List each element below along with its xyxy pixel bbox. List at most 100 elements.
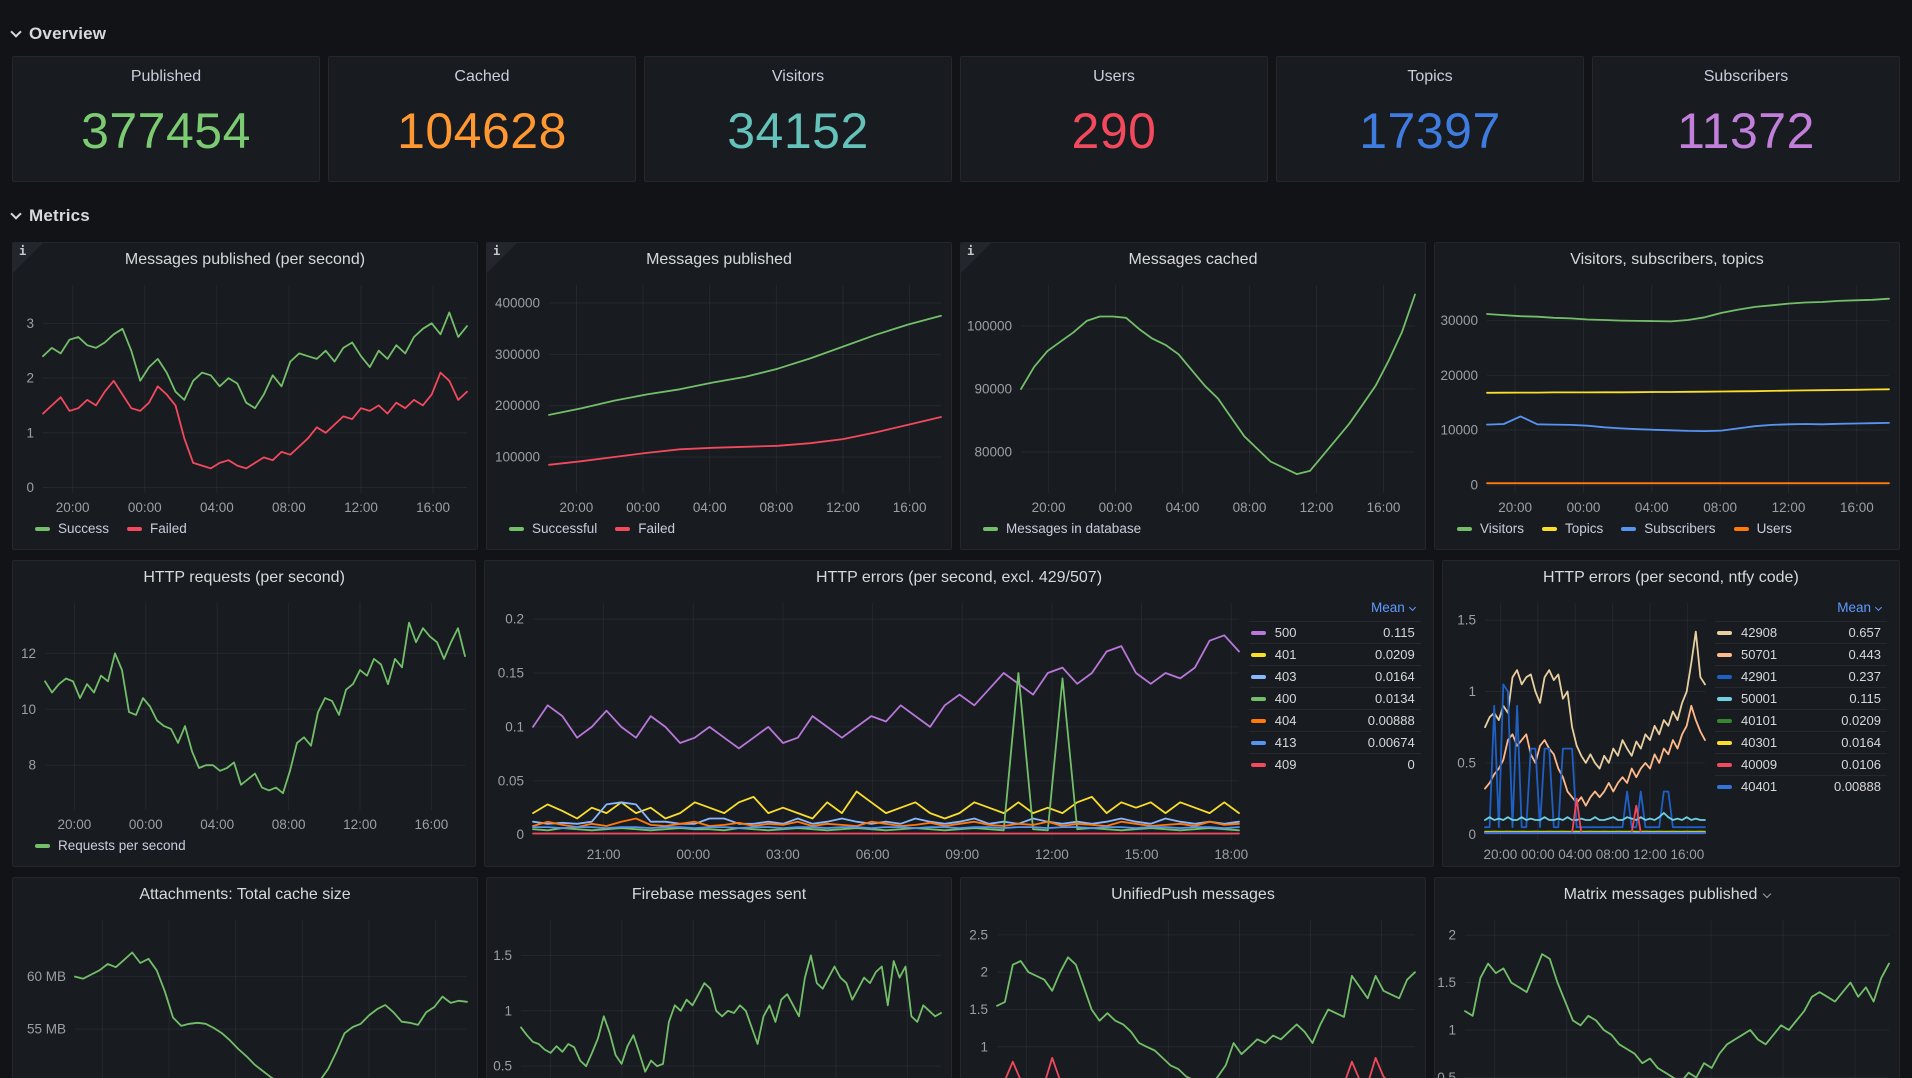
panel-title[interactable]: Attachments: Total cache size (13, 878, 477, 912)
panel-title[interactable]: Messages published (per second) (13, 243, 477, 277)
panel-title[interactable]: HTTP errors (per second, ntfy code) (1443, 561, 1899, 595)
legend-swatch (35, 843, 50, 848)
legend-series-name: 500 (1274, 625, 1297, 640)
chart-http-errors-excl[interactable]: 21:00 00:00 03:00 06:00 09:00 12:00 15:00 18:00… (493, 595, 1249, 866)
legend-series-name: 413 (1274, 735, 1297, 750)
panel-title[interactable]: Visitors, subscribers, topics (1435, 243, 1899, 277)
panel-info-icon[interactable]: i (487, 243, 517, 273)
legend-row-42901[interactable]: 42901 0.237 (1714, 665, 1887, 687)
legend-item-topics[interactable]: Topics (1542, 521, 1603, 536)
legend-series-name: 403 (1274, 669, 1297, 684)
panel-title[interactable]: HTTP errors (per second, excl. 429/507) (485, 561, 1433, 595)
legend-series-name: 42908 (1740, 625, 1778, 640)
chart-firebase-messages-sent[interactable]: 0.5 1 1.5 (487, 912, 951, 1078)
metrics-row-1: i Messages published (per second) 20:00 0… (12, 242, 1900, 550)
panel-http-errors-ntfy: HTTP errors (per second, ntfy code) 20:0… (1441, 560, 1900, 867)
stat-value: 34152 (727, 102, 869, 159)
chart-legend: Messages in database (961, 519, 1425, 549)
chevron-down-icon (10, 26, 22, 38)
chart-unifiedpush-messages[interactable]: 1 1.5 2 2.5 (961, 912, 1425, 1078)
svg-text:100000: 100000 (967, 318, 1012, 333)
svg-text:00:00: 00:00 (1567, 500, 1601, 515)
svg-text:1: 1 (26, 425, 34, 440)
panel-title[interactable]: HTTP requests (per second) (13, 561, 475, 595)
legend-mean-value: 0.0134 (1374, 691, 1415, 706)
chart-http-errors-ntfy[interactable]: 20:00 00:00 04:00 08:00 12:00 16:00 0 0.5 1 1.5 (1451, 595, 1715, 866)
legend-row-40009[interactable]: 40009 0.0106 (1714, 753, 1887, 775)
legend-swatch (615, 526, 631, 531)
legend-row-400[interactable]: 400 0.0134 (1248, 687, 1421, 709)
svg-text:00:00: 00:00 (129, 817, 163, 832)
legend-row-413[interactable]: 413 0.00674 (1248, 731, 1421, 753)
svg-text:2: 2 (980, 965, 988, 980)
section-header-overview[interactable]: Overview (10, 20, 1900, 48)
chart-attachments-cache-size[interactable]: 55 MB 60 MB (13, 912, 477, 1078)
legend-item-successful[interactable]: Successful (509, 521, 597, 536)
svg-text:00:00: 00:00 (128, 500, 162, 515)
chart-http-requests-rate[interactable]: 20:00 00:00 04:00 08:00 12:00 16:00 8 10 12 (13, 595, 475, 836)
panel-title[interactable]: Messages cached (961, 243, 1425, 277)
svg-text:0: 0 (1470, 477, 1478, 492)
legend-row-403[interactable]: 403 0.0164 (1248, 665, 1421, 687)
legend-item-failed[interactable]: Failed (127, 521, 187, 536)
section-title: Metrics (29, 206, 90, 225)
legend-series-name: 42901 (1740, 669, 1778, 684)
legend-row-50701[interactable]: 50701 0.443 (1714, 643, 1887, 665)
panel-title-text: Messages published (per second) (124, 251, 366, 268)
svg-text:30000: 30000 (1440, 313, 1478, 328)
svg-text:12:00: 12:00 (1772, 500, 1806, 515)
legend-mean-header[interactable]: Mean (1715, 597, 1887, 621)
panel-info-icon[interactable]: i (961, 243, 991, 273)
panel-title[interactable]: Messages published (487, 243, 951, 277)
panel-info-icon[interactable]: i (13, 243, 43, 273)
info-icon: i (493, 244, 501, 258)
section-header-metrics[interactable]: Metrics (10, 202, 1900, 230)
stat-label: Published (130, 68, 202, 85)
legend-row-42908[interactable]: 42908 0.657 (1714, 621, 1887, 643)
panel-title[interactable]: UnifiedPush messages (961, 878, 1425, 912)
panel-title-text: Matrix messages published (1563, 886, 1758, 903)
chart-matrix-messages-published[interactable]: 0.5 1 1.5 2 (1435, 912, 1899, 1078)
svg-text:400000: 400000 (495, 295, 540, 310)
svg-text:20:00: 20:00 (58, 817, 92, 832)
legend-row-404[interactable]: 404 0.00888 (1248, 709, 1421, 731)
svg-text:08:00: 08:00 (1703, 500, 1737, 515)
chevron-down-icon (10, 208, 22, 220)
legend-swatch (1716, 630, 1732, 635)
chart-legend: Requests per second (13, 836, 475, 866)
stat-value: 290 (1071, 102, 1157, 159)
legend-item-success[interactable]: Success (35, 521, 109, 536)
panel-visitors-subscribers-topics: Visitors, subscribers, topics 20:00 00:00… (1434, 242, 1900, 550)
chart-messages-published[interactable]: 20:00 00:00 04:00 08:00 12:00 16:00 100000 2000… (487, 277, 951, 519)
panel-title[interactable]: Matrix messages published (1435, 878, 1899, 912)
legend-mean-value: 0.0106 (1841, 757, 1881, 772)
chart-messages-published-rate[interactable]: 20:00 00:00 04:00 08:00 12:00 16:00 0 1 2 3 (13, 277, 477, 519)
legend-row-50001[interactable]: 50001 0.115 (1714, 687, 1887, 709)
legend-row-40301[interactable]: 40301 0.0164 (1714, 731, 1887, 753)
legend-item-visitors[interactable]: Visitors (1457, 521, 1524, 536)
legend-item-requests-per-second[interactable]: Requests per second (35, 838, 186, 853)
legend-row-500[interactable]: 500 0.115 (1248, 621, 1421, 643)
legend-item-failed[interactable]: Failed (615, 521, 675, 536)
legend-item-messages-in-database[interactable]: Messages in database (983, 521, 1141, 536)
svg-text:18:00: 18:00 (1215, 847, 1249, 862)
legend-row-409[interactable]: 409 0 (1248, 753, 1421, 775)
panel-title[interactable]: Firebase messages sent (487, 878, 951, 912)
chart-messages-cached[interactable]: 20:00 00:00 04:00 08:00 12:00 16:00 80000 90000… (961, 277, 1425, 519)
legend-item-users[interactable]: Users (1733, 521, 1792, 536)
legend-row-40101[interactable]: 40101 0.0209 (1714, 709, 1887, 731)
panel-firebase-messages-sent: Firebase messages sent 0.5 1 1.5 (486, 877, 952, 1078)
panel-title-text: Firebase messages sent (631, 886, 807, 903)
legend-item-subscribers[interactable]: Subscribers (1621, 521, 1716, 536)
legend-row-401[interactable]: 401 0.0209 (1248, 643, 1421, 665)
legend-swatch (1621, 526, 1637, 531)
legend-row-40401[interactable]: 40401 0.00888 (1714, 775, 1887, 797)
svg-text:12:00: 12:00 (343, 817, 377, 832)
metrics-row-3: Attachments: Total cache size 55 MB 60 MB… (12, 877, 1900, 1078)
legend-mean-header[interactable]: Mean (1249, 597, 1421, 621)
legend-mean-value: 0.00674 (1367, 735, 1415, 750)
info-icon: i (19, 244, 27, 258)
panel-unifiedpush-messages: UnifiedPush messages 1 1.5 2 2.5 (960, 877, 1426, 1078)
svg-text:0.15: 0.15 (498, 666, 524, 681)
chart-visitors-subscribers-topics[interactable]: 20:00 00:00 04:00 08:00 12:00 16:00 0 10000 2000… (1435, 277, 1899, 519)
